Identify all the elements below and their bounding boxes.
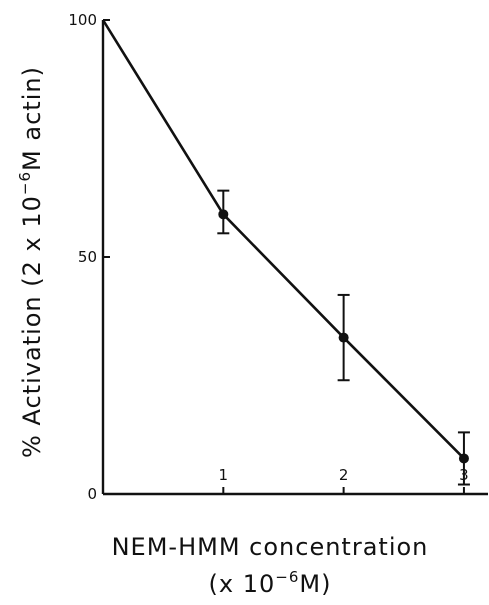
y-axis-title: % Activation (2 x 10−6M actin) [16,66,46,458]
y-tick-label: 0 [87,485,97,503]
x-tick-label: 1 [219,466,229,484]
series-layer [101,19,470,486]
x-axis-unit: (x 10−6M) [209,568,332,598]
x-tick-label: 2 [339,466,349,484]
ticks: 123050100 [68,11,468,503]
x-axis-title: NEM-HMM concentration [112,533,429,561]
series-line [101,19,465,460]
data-point [458,453,469,464]
y-tick-label: 100 [68,11,97,29]
data-point [338,332,349,343]
data-point [218,209,229,220]
y-tick-label: 50 [78,248,97,266]
